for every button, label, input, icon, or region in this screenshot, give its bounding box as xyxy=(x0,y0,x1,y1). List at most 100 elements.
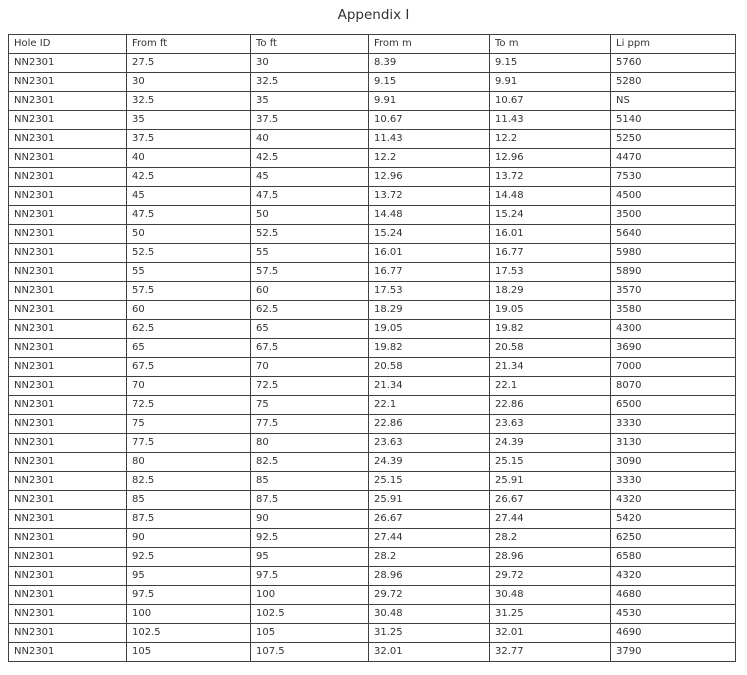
table-cell: NN2301 xyxy=(8,72,127,92)
table-row: NN2301 60 62.5 18.29 19.05 3580 xyxy=(8,300,736,320)
table-cell: 9.15 xyxy=(368,72,490,92)
table-cell: 12.96 xyxy=(368,167,490,187)
table-cell: 5140 xyxy=(610,110,736,130)
table-cell: 22.1 xyxy=(489,376,611,396)
table-cell: 77.5 xyxy=(250,414,369,434)
table-cell: 28.2 xyxy=(489,528,611,548)
table-cell: 87.5 xyxy=(250,490,369,510)
table-cell: 18.29 xyxy=(368,300,490,320)
table-cell: 16.01 xyxy=(489,224,611,244)
table-cell: 5280 xyxy=(610,72,736,92)
table-cell: 27.44 xyxy=(489,509,611,529)
table-cell: 27.5 xyxy=(126,53,251,73)
table-cell: 12.2 xyxy=(368,148,490,168)
table-row: NN2301 40 42.5 12.2 12.96 4470 xyxy=(8,148,736,168)
table-cell: 9.15 xyxy=(489,53,611,73)
table-row: NN2301 85 87.5 25.91 26.67 4320 xyxy=(8,490,736,510)
table-cell: NN2301 xyxy=(8,357,127,377)
table-cell: 31.25 xyxy=(368,623,490,643)
table-cell: 37.5 xyxy=(126,129,251,149)
table-row: NN2301 97.5 100 29.72 30.48 4680 xyxy=(8,585,736,605)
table-row: NN2301 57.5 60 17.53 18.29 3570 xyxy=(8,281,736,301)
table-cell: 90 xyxy=(250,509,369,529)
table-cell: NN2301 xyxy=(8,566,127,586)
table-cell: NN2301 xyxy=(8,110,127,130)
table-cell: 16.77 xyxy=(368,262,490,282)
table-cell: 105 xyxy=(126,642,251,662)
table-cell: 21.34 xyxy=(489,357,611,377)
table-cell: 4470 xyxy=(610,148,736,168)
table-cell: 3580 xyxy=(610,300,736,320)
table-cell: 55 xyxy=(250,243,369,263)
table-cell: 13.72 xyxy=(368,186,490,206)
table-cell: NN2301 xyxy=(8,129,127,149)
table-row: NN2301 65 67.5 19.82 20.58 3690 xyxy=(8,338,736,358)
table-cell: 45 xyxy=(126,186,251,206)
table-cell: 8070 xyxy=(610,376,736,396)
table-cell: 75 xyxy=(126,414,251,434)
table-row: NN2301 45 47.5 13.72 14.48 4500 xyxy=(8,186,736,206)
table-cell: 5420 xyxy=(610,509,736,529)
table-cell: 18.29 xyxy=(489,281,611,301)
table-row: NN2301 102.5 105 31.25 32.01 4690 xyxy=(8,623,736,643)
table-cell: 32.01 xyxy=(368,642,490,662)
table-cell: 27.44 xyxy=(368,528,490,548)
table-cell: 80 xyxy=(250,433,369,453)
table-cell: NN2301 xyxy=(8,452,127,472)
table-cell: 50 xyxy=(126,224,251,244)
table-cell: NN2301 xyxy=(8,319,127,339)
table-cell: 9.91 xyxy=(489,72,611,92)
table-cell: 102.5 xyxy=(126,623,251,643)
header-row: Hole ID From ft To ft From m To m Li ppm xyxy=(8,34,736,54)
table-cell: 29.72 xyxy=(489,566,611,586)
table-cell: 35 xyxy=(126,110,251,130)
table-cell: 3130 xyxy=(610,433,736,453)
table-cell: 50 xyxy=(250,205,369,225)
table-row: NN2301 47.5 50 14.48 15.24 3500 xyxy=(8,205,736,225)
table-cell: 9.91 xyxy=(368,91,490,111)
table-row: NN2301 100 102.5 30.48 31.25 4530 xyxy=(8,604,736,624)
table-cell: 47.5 xyxy=(250,186,369,206)
table-row: NN2301 75 77.5 22.86 23.63 3330 xyxy=(8,414,736,434)
table-cell: 100 xyxy=(250,585,369,605)
table-cell: 28.96 xyxy=(368,566,490,586)
table-cell: 4320 xyxy=(610,566,736,586)
table-cell: 32.01 xyxy=(489,623,611,643)
table-row: NN2301 37.5 40 11.43 12.2 5250 xyxy=(8,129,736,149)
table-cell: 90 xyxy=(126,528,251,548)
table-cell: 26.67 xyxy=(368,509,490,529)
table-cell: 13.72 xyxy=(489,167,611,187)
table-cell: 57.5 xyxy=(126,281,251,301)
page-title: Appendix I xyxy=(337,7,410,23)
table-row: NN2301 92.5 95 28.2 28.96 6580 xyxy=(8,547,736,567)
column-header: From m xyxy=(368,34,490,54)
table-cell: 32.5 xyxy=(126,91,251,111)
table-cell: 70 xyxy=(250,357,369,377)
table-row: NN2301 32.5 35 9.91 10.67 NS xyxy=(8,91,736,111)
table-cell: 24.39 xyxy=(368,452,490,472)
table-cell: 105 xyxy=(250,623,369,643)
table-cell: 16.77 xyxy=(489,243,611,263)
table-cell: NS xyxy=(610,91,736,111)
table-cell: 62.5 xyxy=(126,319,251,339)
table-row: NN2301 80 82.5 24.39 25.15 3090 xyxy=(8,452,736,472)
table-cell: 26.67 xyxy=(489,490,611,510)
table-cell: 19.82 xyxy=(489,319,611,339)
table-cell: 47.5 xyxy=(126,205,251,225)
column-header: Li ppm xyxy=(610,34,736,54)
table-cell: 92.5 xyxy=(250,528,369,548)
table-cell: NN2301 xyxy=(8,262,127,282)
table-cell: NN2301 xyxy=(8,433,127,453)
table-cell: 85 xyxy=(250,471,369,491)
table-cell: 95 xyxy=(126,566,251,586)
table-cell: 97.5 xyxy=(250,566,369,586)
table-cell: 3330 xyxy=(610,414,736,434)
table-cell: 8.39 xyxy=(368,53,490,73)
table-cell: 3090 xyxy=(610,452,736,472)
table-cell: 100 xyxy=(126,604,251,624)
table-cell: 7000 xyxy=(610,357,736,377)
table-cell: NN2301 xyxy=(8,167,127,187)
table-cell: 31.25 xyxy=(489,604,611,624)
table-cell: 21.34 xyxy=(368,376,490,396)
table-cell: 75 xyxy=(250,395,369,415)
